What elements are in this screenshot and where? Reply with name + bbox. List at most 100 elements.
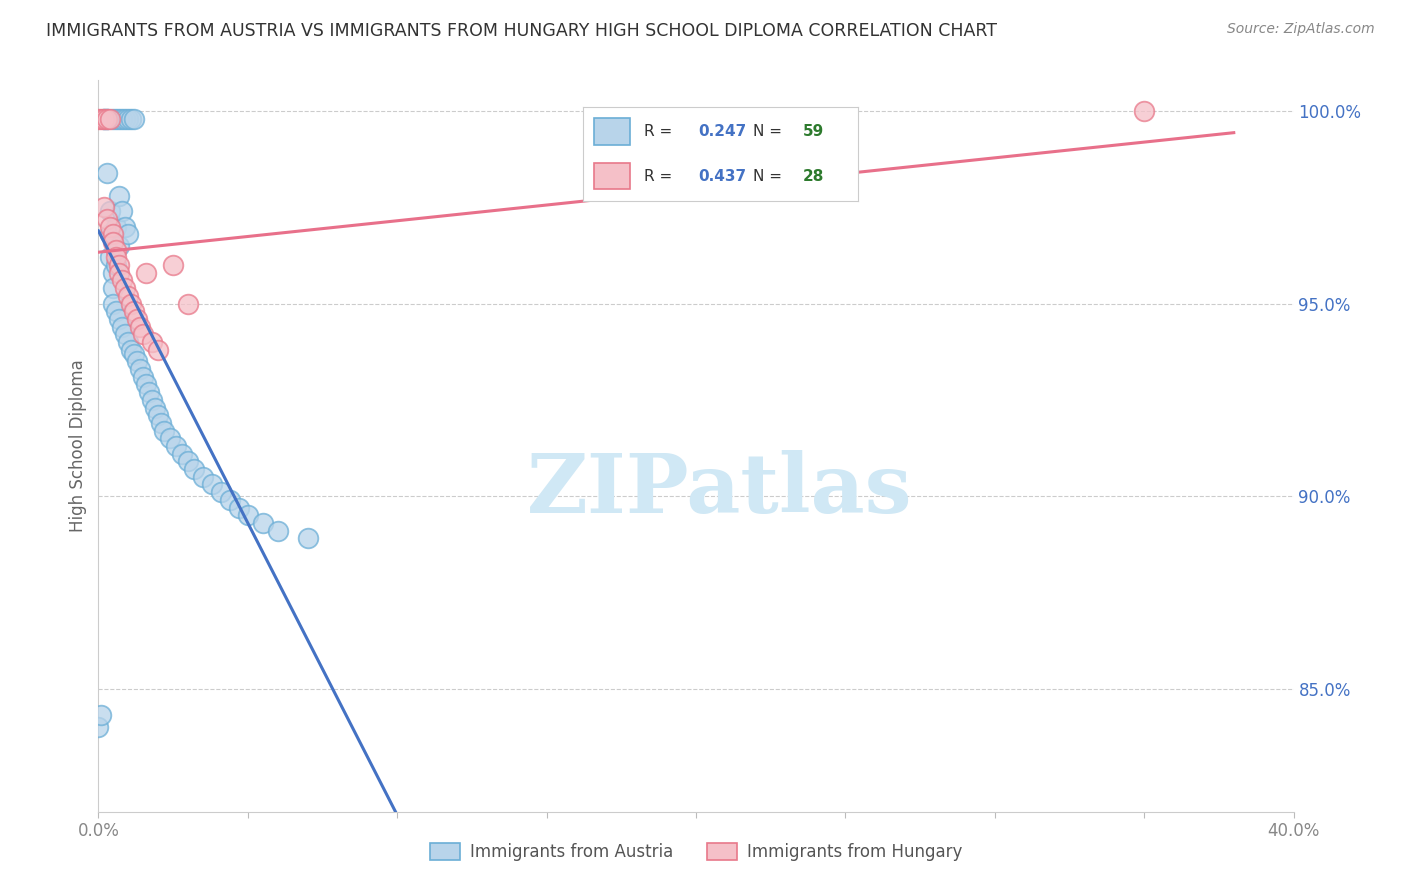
Point: [108, 258, 131, 272]
Point: [124, 304, 146, 318]
Text: Source: ZipAtlas.com: Source: ZipAtlas.com: [1227, 22, 1375, 37]
Point: [117, 112, 139, 126]
Point: [114, 281, 136, 295]
Point: [141, 392, 163, 407]
Point: [129, 362, 152, 376]
Text: R =: R =: [644, 124, 676, 139]
Point: [1133, 104, 1156, 119]
Point: [114, 327, 136, 342]
Point: [127, 354, 149, 368]
Point: [177, 296, 200, 310]
Text: 28: 28: [803, 169, 824, 184]
Point: [150, 416, 173, 430]
Text: ZIPatlas: ZIPatlas: [527, 450, 912, 530]
Point: [105, 243, 128, 257]
Point: [117, 334, 139, 349]
Point: [183, 462, 205, 476]
Point: [228, 500, 250, 515]
Point: [105, 304, 128, 318]
Point: [114, 219, 136, 234]
Point: [127, 312, 149, 326]
Point: [236, 508, 259, 523]
Point: [87, 112, 110, 126]
Point: [105, 219, 128, 234]
Point: [103, 266, 125, 280]
Point: [201, 477, 224, 491]
Point: [90, 112, 112, 126]
Point: [108, 239, 131, 253]
Text: IMMIGRANTS FROM AUSTRIA VS IMMIGRANTS FROM HUNGARY HIGH SCHOOL DIPLOMA CORRELATI: IMMIGRANTS FROM AUSTRIA VS IMMIGRANTS FR…: [46, 22, 997, 40]
Point: [148, 408, 170, 422]
Text: N =: N =: [754, 169, 787, 184]
Point: [98, 219, 122, 234]
Point: [252, 516, 274, 530]
Point: [135, 266, 157, 280]
Point: [172, 447, 194, 461]
Point: [117, 227, 139, 242]
Point: [103, 227, 125, 242]
Point: [96, 112, 118, 126]
FancyBboxPatch shape: [595, 119, 630, 145]
Point: [108, 266, 131, 280]
Text: N =: N =: [754, 124, 787, 139]
Point: [141, 334, 163, 349]
Y-axis label: High School Diploma: High School Diploma: [69, 359, 87, 533]
Point: [124, 112, 146, 126]
Point: [90, 708, 112, 723]
Point: [120, 343, 142, 357]
Point: [120, 112, 142, 126]
Point: [120, 296, 142, 310]
Point: [103, 296, 125, 310]
Point: [98, 112, 122, 126]
Legend: Immigrants from Austria, Immigrants from Hungary: Immigrants from Austria, Immigrants from…: [423, 837, 969, 868]
Text: 59: 59: [803, 124, 824, 139]
Point: [96, 166, 118, 180]
Point: [96, 112, 118, 126]
Point: [143, 401, 166, 415]
Point: [162, 258, 184, 272]
Point: [111, 319, 134, 334]
Point: [103, 112, 125, 126]
Point: [297, 532, 319, 546]
Point: [98, 204, 122, 219]
Point: [129, 319, 152, 334]
Point: [209, 485, 232, 500]
Point: [177, 454, 200, 468]
Point: [93, 112, 115, 126]
Point: [108, 112, 131, 126]
Point: [219, 492, 242, 507]
Point: [135, 377, 157, 392]
Text: R =: R =: [644, 169, 676, 184]
Point: [108, 312, 131, 326]
Point: [96, 112, 118, 126]
Point: [159, 431, 181, 445]
Point: [165, 439, 187, 453]
Point: [132, 327, 155, 342]
Point: [105, 112, 128, 126]
Point: [138, 385, 160, 400]
Point: [124, 346, 146, 360]
Point: [132, 369, 155, 384]
Point: [117, 289, 139, 303]
FancyBboxPatch shape: [595, 163, 630, 189]
Point: [267, 524, 290, 538]
Point: [98, 251, 122, 265]
Text: 0.247: 0.247: [699, 124, 747, 139]
Point: [93, 112, 115, 126]
Point: [96, 211, 118, 226]
Point: [111, 204, 134, 219]
Point: [103, 281, 125, 295]
Point: [103, 235, 125, 249]
Point: [153, 424, 176, 438]
Point: [105, 258, 128, 272]
Point: [93, 200, 115, 214]
Point: [111, 112, 134, 126]
Point: [87, 720, 110, 734]
Point: [111, 273, 134, 287]
Point: [98, 227, 122, 242]
Point: [148, 343, 170, 357]
Point: [105, 251, 128, 265]
Point: [114, 112, 136, 126]
Point: [93, 112, 115, 126]
Text: 0.437: 0.437: [699, 169, 747, 184]
